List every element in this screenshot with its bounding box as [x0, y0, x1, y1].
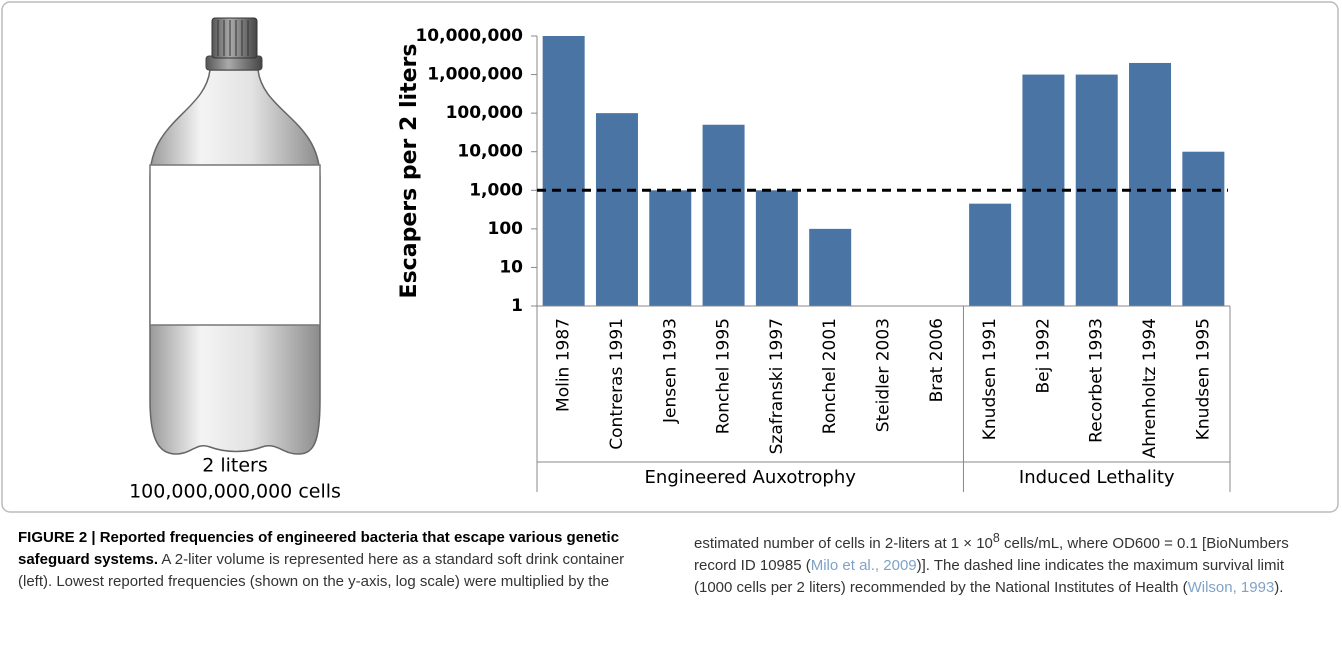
caption-text: ).: [1274, 579, 1283, 596]
x-tick-label: Ronchel 1995: [714, 318, 734, 434]
x-tick-label: Ronchel 2001: [820, 318, 840, 434]
x-tick-label: Ahrenholtz 1994: [1140, 318, 1160, 458]
citation[interactable]: Wilson, 1993: [1188, 579, 1275, 596]
bottle-volume: 2 liters: [202, 455, 268, 477]
x-tick-label: Contreras 1991: [607, 318, 627, 450]
x-tick-label: Szafranski 1997: [767, 318, 787, 454]
y-tick-label: 1: [511, 296, 523, 316]
group-label: Induced Lethality: [1019, 467, 1175, 488]
y-tick-label: 10: [499, 257, 523, 277]
bar: [1182, 152, 1224, 306]
bar: [543, 36, 585, 306]
y-tick-label: 10,000: [457, 142, 523, 162]
y-tick-label: 1,000,000: [427, 65, 523, 85]
x-tick-label: Brat 2006: [927, 318, 947, 402]
bar: [596, 113, 638, 306]
group-label: Engineered Auxotrophy: [645, 467, 857, 488]
x-tick-label: Steidler 2003: [874, 318, 894, 432]
citation[interactable]: Milo et al., 2009: [811, 557, 917, 574]
x-tick-label: Jensen 1993: [660, 318, 680, 424]
bar: [1022, 75, 1064, 306]
caption: FIGURE 2 | Reported frequencies of engin…: [18, 527, 1324, 599]
x-tick-label: Knudsen 1995: [1193, 318, 1213, 440]
y-tick-label: 100: [488, 219, 524, 239]
bar: [809, 229, 851, 306]
bar: [649, 190, 691, 306]
page: 2 liters 100,000,000,000 cells Escapers …: [0, 0, 1342, 662]
y-axis-title: Escapers per 2 liters: [397, 44, 422, 299]
y-tick-label: 100,000: [446, 103, 524, 123]
bar: [703, 125, 745, 306]
figure: 2 liters 100,000,000,000 cells Escapers …: [0, 0, 1342, 520]
caption-superscript: 8: [993, 531, 1000, 545]
x-tick-label: Molin 1987: [554, 318, 574, 412]
bottle-cells: 100,000,000,000 cells: [129, 481, 341, 503]
bottle: 2 liters 100,000,000,000 cells: [129, 18, 341, 503]
x-tick-label: Recorbet 1993: [1087, 318, 1107, 443]
y-tick-label: 1,000: [469, 180, 523, 200]
bar: [1129, 63, 1171, 306]
bar: [756, 190, 798, 306]
bar: [969, 204, 1011, 306]
x-tick-label: Bej 1992: [1033, 318, 1053, 394]
y-tick-label: 10,000,000: [415, 26, 523, 46]
x-tick-label: Knudsen 1991: [980, 318, 1000, 440]
